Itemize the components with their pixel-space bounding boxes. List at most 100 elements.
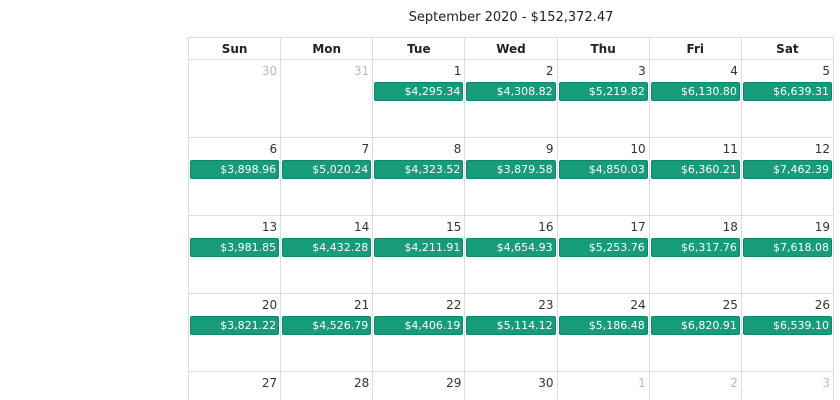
calendar-day-cell[interactable]: 16 $4,654.93 — [464, 215, 558, 294]
day-number: 5 — [822, 64, 830, 78]
day-number: 14 — [354, 220, 370, 234]
day-number: 30 — [261, 64, 278, 78]
weekday-header-row: Sun Mon Tue Wed Thu Fri Sat — [187, 37, 835, 60]
calendar-week-row: 30 31 1 $4,295.34 2 $4,308.82 3 $5,219.82 4 $6,13… — [187, 59, 835, 138]
month-calendar: Sun Mon Tue Wed Thu Fri Sat 30 31 1 $4,295.… — [187, 37, 835, 400]
calendar-day-cell[interactable]: 8 $4,323.52 — [372, 137, 466, 216]
day-number: 2 — [545, 64, 554, 78]
day-number: 7 — [361, 142, 370, 156]
revenue-event[interactable]: $3,879.58 — [466, 160, 556, 179]
calendar-week-row: 13 $3,981.85 14 $4,432.28 15 $4,211.91 16 $4,65… — [187, 215, 835, 294]
revenue-event[interactable]: $3,898.96 — [190, 160, 280, 179]
calendar-day-cell[interactable]: 6 $3,898.96 — [187, 137, 282, 216]
calendar-week-row: 20 $3,821.22 21 $4,526.79 22 $4,406.19 23 $5,11… — [187, 293, 835, 372]
revenue-event[interactable]: $6,317.76 — [650, 238, 740, 257]
calendar-day-cell[interactable]: 23 $5,114.12 — [464, 293, 558, 372]
day-number: 1 — [638, 376, 646, 390]
revenue-event[interactable]: $7,462.39 — [742, 160, 832, 179]
day-number: 19 — [814, 220, 830, 234]
calendar-day-cell[interactable]: 3 — [740, 371, 835, 400]
revenue-event[interactable]: $6,639.31 — [742, 82, 832, 101]
revenue-event[interactable]: $6,130.80 — [650, 82, 740, 101]
calendar-day-cell[interactable]: 13 $3,981.85 — [187, 215, 282, 294]
revenue-event[interactable]: $4,406.19 — [374, 316, 464, 335]
revenue-event[interactable]: $4,323.52 — [374, 160, 464, 179]
calendar-week-row: 6 $3,898.96 7 $5,020.24 8 $4,323.52 9 $3,879.58… — [187, 137, 835, 216]
calendar-day-cell[interactable]: 2 $4,308.82 — [464, 59, 558, 138]
calendar-day-cell[interactable]: 10 $4,850.03 — [556, 137, 650, 216]
day-number: 1 — [453, 64, 462, 78]
day-number: 13 — [261, 220, 278, 234]
day-number: 25 — [722, 298, 738, 312]
day-number: 18 — [722, 220, 738, 234]
calendar-day-cell[interactable]: 14 $4,432.28 — [280, 215, 374, 294]
weekday-wed: Wed — [464, 37, 558, 60]
calendar-day-cell[interactable]: 31 — [280, 59, 374, 138]
calendar-day-cell[interactable]: 2 — [648, 371, 742, 400]
calendar-day-cell[interactable]: 30 — [187, 59, 282, 138]
calendar-day-cell[interactable]: 3 $5,219.82 — [556, 59, 650, 138]
calendar-day-cell[interactable]: 12 $7,462.39 — [740, 137, 835, 216]
day-number: 17 — [630, 220, 646, 234]
calendar-day-cell[interactable]: 28 — [280, 371, 374, 400]
day-number: 12 — [814, 142, 830, 156]
day-number: 3 — [822, 376, 830, 390]
calendar-title: September 2020 - $152,372.47 — [408, 10, 614, 25]
day-number: 27 — [261, 376, 278, 390]
weekday-mon: Mon — [280, 37, 374, 60]
calendar-day-cell[interactable]: 29 — [372, 371, 466, 400]
revenue-event[interactable]: $6,539.10 — [742, 316, 832, 335]
revenue-event[interactable]: $4,295.34 — [374, 82, 464, 101]
calendar-day-cell[interactable]: 22 $4,406.19 — [372, 293, 466, 372]
revenue-event[interactable]: $4,211.91 — [374, 238, 464, 257]
day-number: 26 — [814, 298, 830, 312]
calendar-day-cell[interactable]: 9 $3,879.58 — [464, 137, 558, 216]
calendar-day-cell[interactable]: 21 $4,526.79 — [280, 293, 374, 372]
calendar-day-cell[interactable]: 1 — [556, 371, 650, 400]
revenue-event[interactable]: $5,186.48 — [558, 316, 648, 335]
revenue-event[interactable]: $5,219.82 — [558, 82, 648, 101]
revenue-event[interactable]: $6,360.21 — [650, 160, 740, 179]
revenue-event[interactable]: $4,308.82 — [466, 82, 556, 101]
revenue-event[interactable]: $7,618.08 — [742, 238, 832, 257]
day-number: 31 — [354, 64, 370, 78]
calendar-day-cell[interactable]: 19 $7,618.08 — [740, 215, 835, 294]
revenue-event[interactable]: $4,432.28 — [282, 238, 372, 257]
day-number: 9 — [545, 142, 554, 156]
calendar-day-cell[interactable]: 1 $4,295.34 — [372, 59, 466, 138]
calendar-day-cell[interactable]: 5 $6,639.31 — [740, 59, 835, 138]
weekday-fri: Fri — [648, 37, 742, 60]
day-number: 15 — [446, 220, 462, 234]
calendar-day-cell[interactable]: 11 $6,360.21 — [648, 137, 742, 216]
revenue-event[interactable]: $3,821.22 — [190, 316, 280, 335]
revenue-event[interactable]: $5,114.12 — [466, 316, 556, 335]
day-number: 20 — [261, 298, 278, 312]
calendar-day-cell[interactable]: 24 $5,186.48 — [556, 293, 650, 372]
day-number: 21 — [354, 298, 370, 312]
calendar-day-cell[interactable]: 18 $6,317.76 — [648, 215, 742, 294]
calendar-day-cell[interactable]: 7 $5,020.24 — [280, 137, 374, 216]
weekday-thu: Thu — [556, 37, 650, 60]
calendar-day-cell[interactable]: 17 $5,253.76 — [556, 215, 650, 294]
revenue-event[interactable]: $4,850.03 — [558, 160, 648, 179]
day-number: 24 — [630, 298, 646, 312]
revenue-event[interactable]: $5,020.24 — [282, 160, 372, 179]
calendar-day-cell[interactable]: 25 $6,820.91 — [648, 293, 742, 372]
revenue-event[interactable]: $6,820.91 — [650, 316, 740, 335]
calendar-day-cell[interactable]: 4 $6,130.80 — [648, 59, 742, 138]
day-number: 30 — [538, 376, 554, 390]
revenue-event[interactable]: $5,253.76 — [558, 238, 648, 257]
revenue-event[interactable]: $3,981.85 — [190, 238, 280, 257]
calendar-day-cell[interactable]: 30 — [464, 371, 558, 400]
calendar-day-cell[interactable]: 15 $4,211.91 — [372, 215, 466, 294]
day-number: 23 — [538, 298, 554, 312]
calendar-day-cell[interactable]: 20 $3,821.22 — [187, 293, 282, 372]
calendar-day-cell[interactable]: 27 — [187, 371, 282, 400]
revenue-event[interactable]: $4,654.93 — [466, 238, 556, 257]
weekday-tue: Tue — [372, 37, 466, 60]
day-number: 8 — [453, 142, 462, 156]
calendar-day-cell[interactable]: 26 $6,539.10 — [740, 293, 835, 372]
day-number: 6 — [269, 142, 278, 156]
day-number: 22 — [446, 298, 462, 312]
revenue-event[interactable]: $4,526.79 — [282, 316, 372, 335]
